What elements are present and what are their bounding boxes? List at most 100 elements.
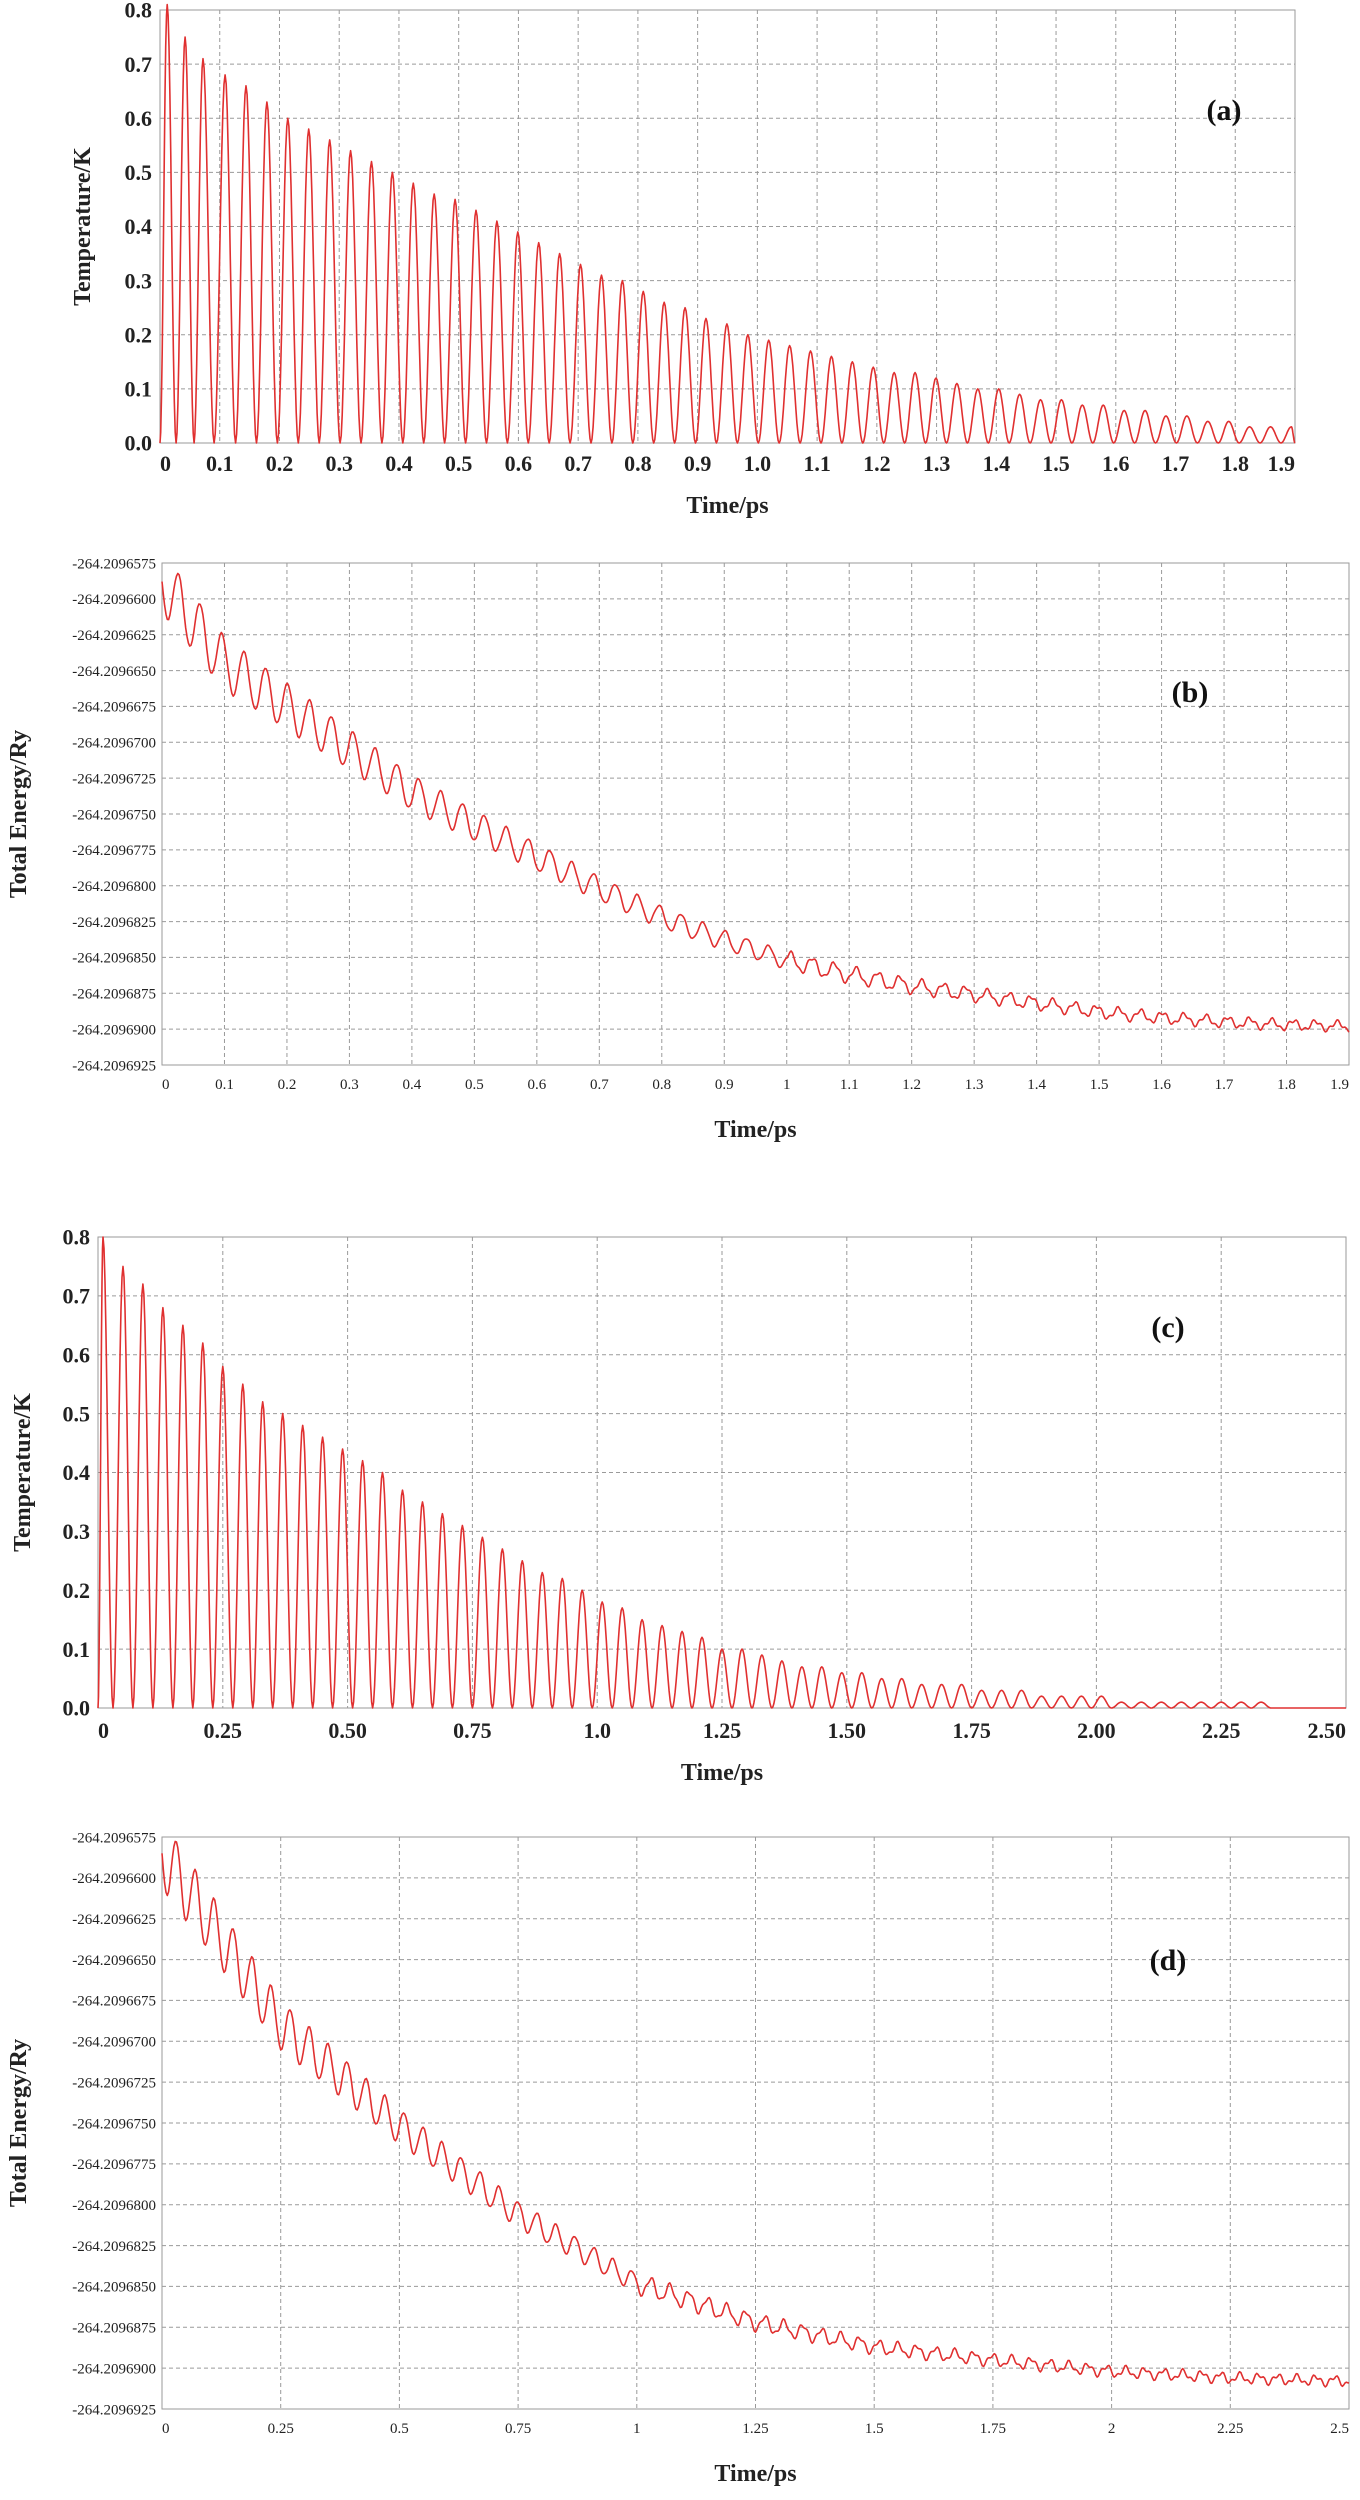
x-tick-label: 1.7 [1162, 451, 1190, 476]
y-tick-label: 0.8 [63, 1225, 91, 1250]
x-tick-label: 1.5 [865, 2421, 884, 2437]
plot-frame [161, 1836, 1350, 2410]
x-tick-label: 1.2 [863, 451, 891, 476]
y-tick-label: -264.2096750 [72, 807, 156, 823]
x-axis-title: Time/ps [714, 2461, 796, 2487]
y-tick-label: -264.2096625 [72, 628, 156, 644]
series-line [161, 1840, 1350, 2388]
x-tick-label: 1.75 [952, 1718, 991, 1743]
y-tick-label: 0.2 [125, 322, 153, 347]
y-tick-label: -264.2096600 [72, 1871, 156, 1887]
panel-a: 0 0.1 0.2 0.3 0.4 0.5 0.6 0.7 0.8 0.9 1.0 1.1 1.2 1.3… [70, 0, 1296, 519]
x-tick-label: 0.75 [505, 2421, 531, 2437]
y-tick-label: 0.3 [63, 1519, 91, 1544]
x-tick-label: 0 [162, 1077, 170, 1093]
y-tick-label: -264.2096875 [72, 2321, 156, 2337]
x-tick-label: 1.25 [703, 1718, 742, 1743]
plot-frame [159, 9, 1296, 444]
x-tick-label: 1.4 [1027, 1077, 1046, 1093]
y-tick-label: 0.8 [125, 0, 153, 23]
panel-c: 0 0.25 0.50 0.75 1.0 1.25 1.50 1.75 2.00 2.25 2.50… [10, 1225, 1347, 1786]
x-tick-label: 2.25 [1202, 1718, 1241, 1743]
x-tick-label: 1.1 [840, 1077, 859, 1093]
y-tick-label: 0.0 [125, 431, 153, 456]
series-line [97, 1236, 1347, 1709]
x-tick-label: 1.1 [803, 451, 831, 476]
y-tick-label: 0.5 [125, 160, 153, 185]
y-tick-label: -264.2096600 [72, 592, 156, 608]
y-tick-label: 0.7 [63, 1284, 91, 1309]
x-tick-label: 0.5 [445, 451, 473, 476]
panel-d: 0 0.25 0.5 0.75 1 1.25 1.5 1.75 2 2.25 2.5 -264.209… [6, 1830, 1350, 2487]
x-tick-label: 0.4 [385, 451, 413, 476]
x-axis-title: Time/ps [714, 1117, 796, 1143]
x-tick-label: 1.2 [902, 1077, 921, 1093]
x-tick-label: 1.75 [980, 2421, 1006, 2437]
x-tick-label: 0.8 [652, 1077, 671, 1093]
y-tick-label: -264.2096725 [72, 771, 156, 787]
y-tick-label: -264.2096750 [72, 2116, 156, 2132]
x-tick-label: 0.25 [268, 2421, 294, 2437]
x-tick-label: 0.5 [465, 1077, 484, 1093]
x-tick-label: 1.5 [1090, 1077, 1109, 1093]
x-tick-label: 0 [98, 1718, 109, 1743]
y-tick-label: -264.2096900 [72, 1022, 156, 1038]
y-tick-label: 0.6 [125, 106, 153, 131]
panel-label: (a) [1207, 94, 1242, 127]
x-tick-label: 0.75 [453, 1718, 492, 1743]
x-tick-label: 0.2 [278, 1077, 297, 1093]
panel-label: (c) [1151, 1311, 1184, 1344]
y-tick-label: 0.1 [63, 1637, 91, 1662]
x-tick-label: 1.8 [1222, 451, 1250, 476]
x-tick-label: 0.9 [715, 1077, 734, 1093]
plot-frame [161, 562, 1350, 1066]
y-tick-label: -264.2096775 [72, 843, 156, 859]
grid [159, 9, 1296, 444]
x-tick-label: 1.7 [1215, 1077, 1234, 1093]
x-tick-label: 1 [633, 2421, 641, 2437]
x-tick-label: 1.6 [1152, 1077, 1171, 1093]
y-tick-label: -264.2096575 [72, 1830, 156, 1846]
x-tick-label: 2.50 [1308, 1718, 1347, 1743]
x-tick-label: 0.2 [266, 451, 294, 476]
y-tick-label: -264.2096825 [72, 2239, 156, 2255]
x-tick-label: 1.4 [983, 451, 1011, 476]
x-tick-label: 0 [162, 2421, 170, 2437]
y-tick-label: -264.2096825 [72, 915, 156, 931]
y-tick-label: -264.2096925 [72, 2402, 156, 2418]
x-tick-label: 1.50 [828, 1718, 867, 1743]
x-axis-title: Time/ps [686, 493, 768, 519]
x-tick-label: 0.25 [204, 1718, 243, 1743]
y-tick-label: 0.3 [125, 268, 153, 293]
x-tick-label: 1.0 [744, 451, 772, 476]
y-axis-title: Temperature/K [10, 1393, 36, 1552]
y-tick-label: -264.2096575 [72, 556, 156, 572]
y-tick-label: 0.6 [63, 1342, 91, 1367]
x-tick-label: 0.1 [206, 451, 234, 476]
x-tick-label: 2.5 [1330, 2421, 1349, 2437]
x-tick-label: 1.3 [965, 1077, 984, 1093]
x-tick-label: 2.25 [1217, 2421, 1243, 2437]
y-tick-label: 0.2 [63, 1578, 91, 1603]
y-tick-label: -264.2096800 [72, 2198, 156, 2214]
x-tick-label: 0.6 [505, 451, 533, 476]
grid [97, 1236, 1347, 1709]
x-tick-label: 1.8 [1277, 1077, 1296, 1093]
grid [161, 1836, 1350, 2410]
y-tick-label: 0.7 [125, 52, 153, 77]
y-tick-label: -264.2096675 [72, 1994, 156, 2010]
x-tick-label: 2 [1108, 2421, 1116, 2437]
x-tick-label: 2.00 [1077, 1718, 1116, 1743]
y-tick-label: -264.2096900 [72, 2361, 156, 2377]
x-tick-label: 0.6 [527, 1077, 546, 1093]
panel-b: 0 0.1 0.2 0.3 0.4 0.5 0.6 0.7 0.8 0.9 1 1.1 1.2 1.3 1.… [6, 556, 1350, 1143]
y-axis-title: Temperature/K [70, 147, 96, 306]
y-tick-label: -264.2096850 [72, 2280, 156, 2296]
x-tick-label: 1.5 [1042, 451, 1070, 476]
plot-frame [97, 1236, 1347, 1709]
x-tick-label: 1.6 [1102, 451, 1130, 476]
y-tick-label: -264.2096925 [72, 1058, 156, 1074]
y-tick-label: -264.2096850 [72, 951, 156, 967]
x-tick-label: 1.25 [742, 2421, 768, 2437]
